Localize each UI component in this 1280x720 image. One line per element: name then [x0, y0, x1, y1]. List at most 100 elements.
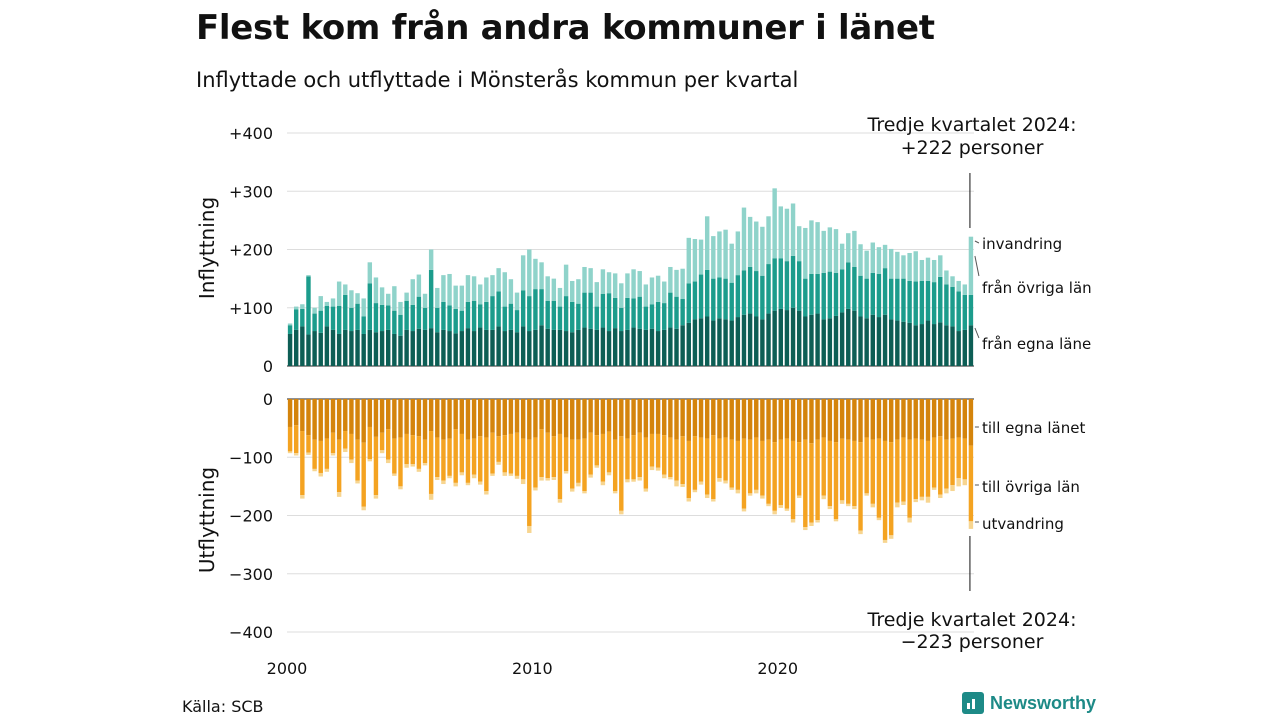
- bar-out-segment: [533, 399, 538, 438]
- bar-in-segment: [379, 287, 385, 305]
- bar-out-segment: [864, 437, 869, 494]
- bar-in-segment: [919, 259, 925, 281]
- bar-out-segment: [557, 433, 563, 500]
- bar-in-segment: [643, 284, 649, 307]
- bar-out-segment: [508, 433, 514, 474]
- bar-in-segment: [784, 261, 790, 311]
- bar-out-segment: [318, 472, 323, 477]
- bar-in-segment: [600, 269, 606, 294]
- bar-in-segment: [901, 321, 906, 366]
- bar-out-segment: [471, 438, 477, 475]
- bar-in-segment: [300, 326, 305, 366]
- bar-out-segment: [465, 482, 471, 486]
- x-tick-label: 2020: [757, 659, 798, 678]
- bar-out-segment: [625, 479, 630, 483]
- bar-out-segment: [582, 491, 587, 494]
- bar-out-segment: [606, 472, 612, 476]
- bar-out-segment: [496, 461, 501, 465]
- bar-out-segment: [293, 453, 299, 456]
- bar-in-segment: [766, 313, 771, 366]
- bar-in-segment: [784, 310, 790, 366]
- bar-in-segment: [422, 307, 428, 330]
- bar-in-segment: [790, 307, 796, 366]
- bar-out-segment: [551, 436, 557, 478]
- bar-in-segment: [772, 310, 777, 366]
- bar-in-segment: [901, 278, 906, 322]
- bar-in-segment: [551, 278, 557, 301]
- bar-out-segment: [907, 517, 912, 523]
- annotation-top-line1: Tredje kvartalet 2024:: [867, 114, 1077, 136]
- bar-in-segment: [790, 255, 796, 308]
- series-label-out: till egna länet: [982, 419, 1085, 437]
- bar-out-segment: [336, 492, 342, 497]
- bar-out-segment: [643, 399, 649, 438]
- bar-in-segment: [533, 258, 538, 290]
- bar-out-segment: [882, 539, 888, 543]
- bar-in-segment: [833, 229, 839, 273]
- bar-out-segment: [539, 399, 544, 430]
- bar-out-segment: [839, 438, 845, 501]
- bar-in-segment: [490, 329, 495, 366]
- bar-out-segment: [852, 399, 857, 441]
- series-label-in: från egna läne: [982, 335, 1091, 353]
- bar-out-segment: [293, 425, 299, 454]
- bar-in-segment: [686, 322, 691, 366]
- bar-in-segment: [478, 327, 483, 367]
- bar-in-segment: [545, 276, 550, 301]
- bar-out-segment: [821, 399, 826, 438]
- bar-in-segment: [888, 248, 894, 279]
- bar-out-segment: [668, 477, 673, 480]
- bar-out-segment: [778, 505, 783, 508]
- bar-in-segment: [723, 278, 728, 320]
- bar-in-segment: [520, 290, 526, 327]
- bar-in-segment: [410, 331, 415, 366]
- bar-in-segment: [343, 294, 348, 330]
- bar-in-segment: [674, 328, 679, 366]
- bar-in-segment: [570, 332, 575, 366]
- bar-in-segment: [888, 278, 894, 320]
- bar-in-segment: [711, 278, 716, 321]
- bar-in-segment: [496, 268, 501, 292]
- bar-in-segment: [330, 329, 336, 366]
- bar-in-segment: [931, 324, 937, 366]
- bar-out-segment: [514, 399, 520, 433]
- bar-out-segment: [551, 477, 557, 480]
- bar-out-segment: [441, 439, 446, 481]
- bar-out-segment: [735, 440, 741, 490]
- bar-in-segment: [453, 308, 458, 334]
- bar-out-segment: [330, 453, 336, 456]
- brand-logo[interactable]: Newsworthy: [962, 692, 1096, 714]
- bar-in-segment: [680, 268, 685, 300]
- bar-out-segment: [723, 399, 728, 438]
- bar-in-segment: [588, 328, 593, 366]
- bar-in-segment: [293, 306, 299, 310]
- bar-out-segment: [404, 399, 409, 434]
- bar-in-segment: [631, 298, 636, 328]
- bar-in-segment: [410, 279, 415, 305]
- bar-in-segment: [355, 303, 360, 330]
- bar-out-segment: [938, 399, 943, 437]
- bar-in-segment: [944, 284, 949, 326]
- bar-out-segment: [422, 463, 428, 466]
- bar-in-segment: [570, 301, 575, 333]
- bar-in-segment: [287, 325, 293, 334]
- bar-in-segment: [913, 325, 918, 366]
- bar-in-segment: [662, 281, 667, 304]
- bar-out-segment: [588, 474, 593, 478]
- bar-in-segment: [441, 301, 446, 330]
- bar-out-segment: [766, 399, 771, 440]
- bar-in-segment: [373, 303, 379, 333]
- bar-in-segment: [950, 276, 955, 287]
- bar-out-segment: [287, 399, 293, 427]
- bar-in-segment: [698, 239, 704, 275]
- bar-in-segment: [502, 331, 507, 366]
- bar-in-segment: [324, 326, 330, 366]
- bar-in-segment: [606, 293, 612, 332]
- bar-in-segment: [649, 328, 655, 366]
- bar-in-segment: [766, 264, 771, 314]
- bar-out-segment: [649, 433, 655, 467]
- bar-out-segment: [570, 439, 575, 489]
- bar-out-segment: [704, 494, 710, 499]
- bar-in-segment: [704, 216, 710, 270]
- bar-out-segment: [459, 472, 465, 476]
